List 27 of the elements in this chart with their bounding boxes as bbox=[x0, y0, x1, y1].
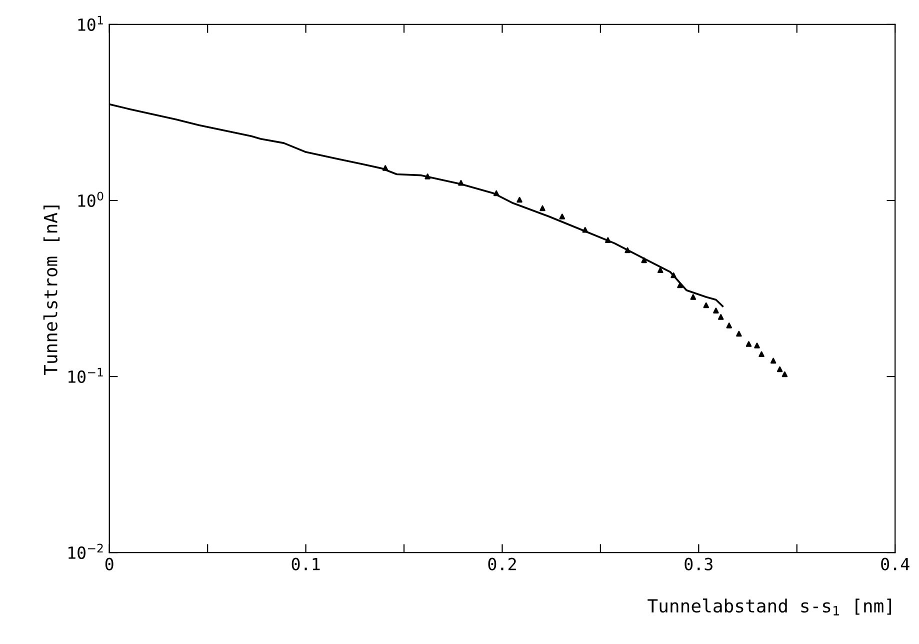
text: Tunnelabstand s-s$_{1}$ [nm] bbox=[648, 598, 891, 616]
point bbox=[657, 267, 664, 274]
point bbox=[782, 371, 788, 378]
point bbox=[540, 205, 546, 212]
x-tick-label: 0 bbox=[105, 558, 114, 570]
y-axis-title: Tunnelstrom [nA] bbox=[43, 206, 60, 376]
point bbox=[713, 308, 719, 314]
point bbox=[776, 366, 783, 372]
point bbox=[690, 294, 696, 300]
point bbox=[770, 358, 776, 364]
point bbox=[746, 341, 752, 347]
point bbox=[718, 314, 724, 320]
point bbox=[758, 351, 764, 358]
point bbox=[736, 330, 742, 337]
y-tick-label: 10$^{1}$ bbox=[78, 16, 103, 31]
y-tick-label: 10$^{−1}$ bbox=[68, 368, 103, 384]
point bbox=[703, 302, 710, 308]
y-tick-label: 10$^{0}$ bbox=[78, 192, 104, 207]
x-tick-label: 0.1 bbox=[292, 558, 320, 570]
x-tick-label: 0.2 bbox=[488, 558, 516, 570]
x-tick-label: 0.3 bbox=[684, 558, 712, 570]
point bbox=[726, 322, 732, 328]
point bbox=[754, 342, 760, 348]
point bbox=[516, 196, 522, 203]
point bbox=[559, 214, 566, 220]
y-tick-label: 10$^{−2}$ bbox=[68, 544, 103, 560]
x-tick-label: 0.4 bbox=[881, 558, 910, 570]
